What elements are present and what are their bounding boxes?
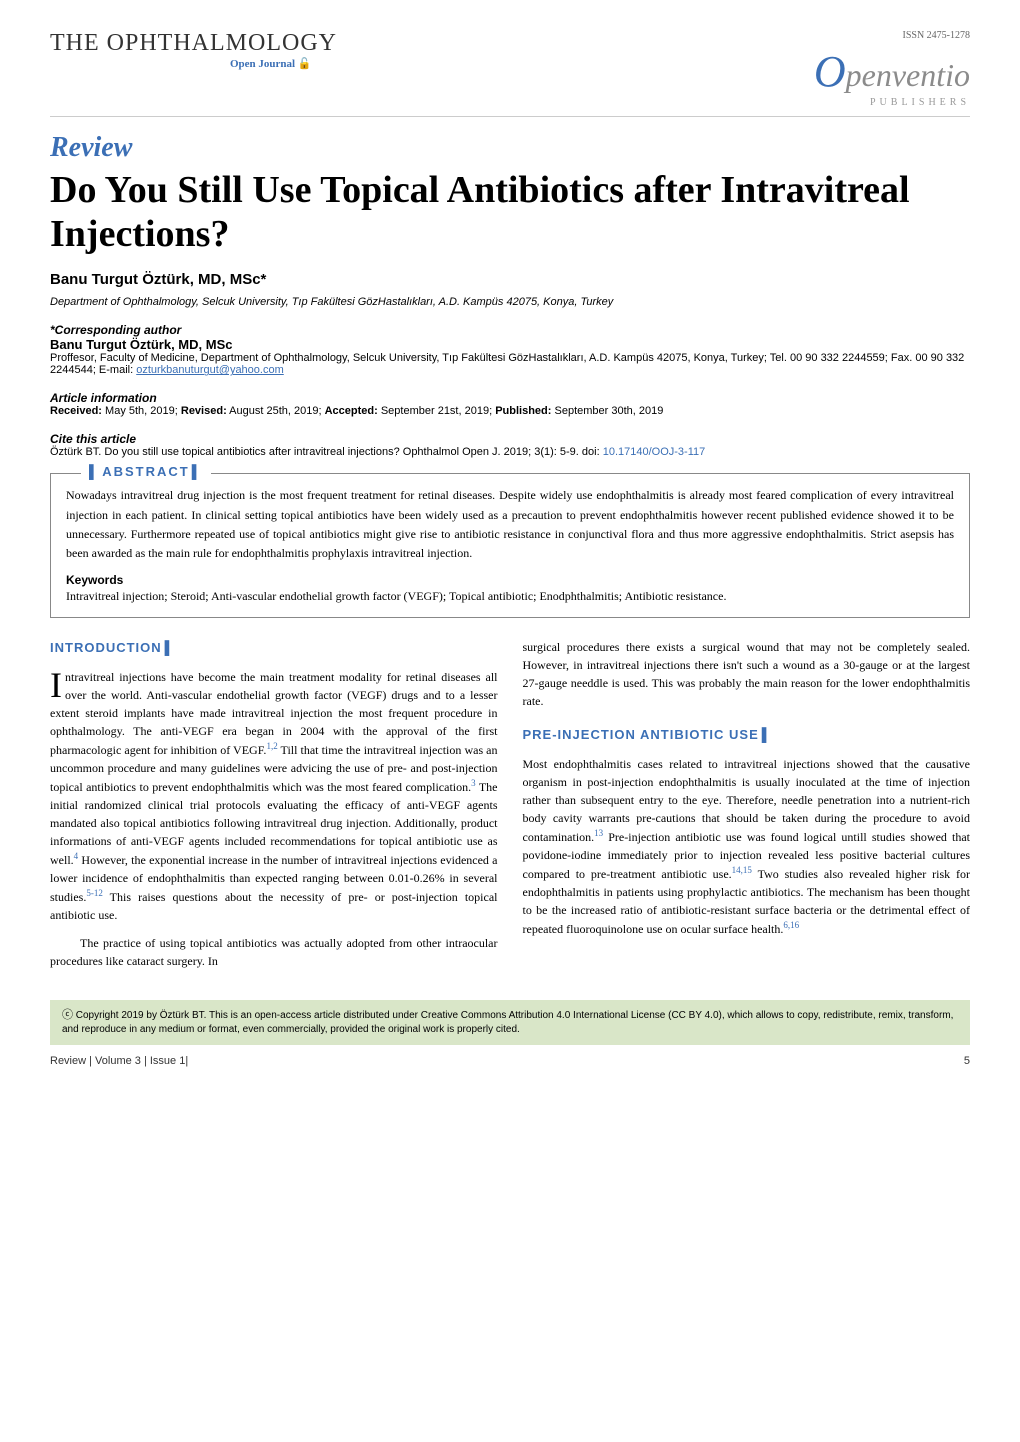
journal-title: THE OPHTHALMOLOGY <box>50 30 814 57</box>
ref-1-2[interactable]: 1,2 <box>266 741 277 751</box>
right-column: surgical procedures there exists a surgi… <box>523 638 971 980</box>
ref-13[interactable]: 13 <box>594 828 603 838</box>
ref-5-12[interactable]: 5-12 <box>86 888 103 898</box>
intro-paragraph-1: Intravitreal injections have become the … <box>50 668 498 924</box>
left-column: INTRODUCTION Intravitreal injections hav… <box>50 638 498 980</box>
doi-link[interactable]: 10.17140/OOJ-3-117 <box>603 446 706 458</box>
page-number: 5 <box>964 1055 970 1067</box>
footer-left: Review | Volume 3 | Issue 1| <box>50 1055 188 1067</box>
article-info-header: Article information <box>50 391 970 405</box>
copyright-symbol: ⓒ <box>62 1009 73 1021</box>
issn-label: ISSN 2475-1278 <box>814 30 970 41</box>
corresponding-email[interactable]: ozturkbanuturgut@yahoo.com <box>136 364 284 376</box>
page-footer: Review | Volume 3 | Issue 1| 5 <box>50 1055 970 1067</box>
keywords-text: Intravitreal injection; Steroid; Anti-va… <box>66 587 954 605</box>
page-header: THE OPHTHALMOLOGY Open Journal 🔓 ISSN 24… <box>50 30 970 117</box>
copyright-box: ⓒ Copyright 2019 by Öztürk BT. This is a… <box>50 1000 970 1045</box>
publisher-logo: Openventio <box>814 46 970 97</box>
abstract-label: ABSTRACT <box>81 464 211 479</box>
journal-title-block: THE OPHTHALMOLOGY Open Journal 🔓 <box>50 30 814 70</box>
lock-icon: 🔓 <box>298 58 312 70</box>
author-name: Banu Turgut Öztürk, MD, MSc* <box>50 271 970 288</box>
header-right: ISSN 2475-1278 Openventio PUBLISHERS <box>814 30 970 108</box>
cite-text: Öztürk BT. Do you still use topical anti… <box>50 446 970 458</box>
article-title: Do You Still Use Topical Antibiotics aft… <box>50 169 970 256</box>
body-columns: INTRODUCTION Intravitreal injections hav… <box>50 638 970 980</box>
col2-paragraph-1: surgical procedures there exists a surgi… <box>523 638 971 710</box>
abstract-text: Nowadays intravitreal drug injection is … <box>66 486 954 563</box>
author-affiliation: Department of Ophthalmology, Selcuk Univ… <box>50 296 970 308</box>
dropcap: I <box>50 671 62 699</box>
ref-6-16[interactable]: 6,16 <box>783 920 799 930</box>
publisher-cap: O <box>814 47 846 96</box>
publisher-subtitle: PUBLISHERS <box>814 97 970 108</box>
corresponding-name: Banu Turgut Öztürk, MD, MSc <box>50 337 970 352</box>
corresponding-header: *Corresponding author <box>50 323 970 337</box>
intro-paragraph-2: The practice of using topical antibiotic… <box>50 934 498 970</box>
preinjection-header: PRE-INJECTION ANTIBIOTIC USE <box>523 725 971 745</box>
abstract-box: ABSTRACT Nowadays intravitreal drug inje… <box>50 473 970 618</box>
open-journal-label: Open Journal 🔓 <box>230 57 814 70</box>
keywords-header: Keywords <box>66 573 954 587</box>
introduction-header: INTRODUCTION <box>50 638 498 658</box>
article-type: Review <box>50 132 970 164</box>
article-dates: Received: May 5th, 2019; Revised: August… <box>50 405 970 417</box>
ref-14-15[interactable]: 14,15 <box>732 865 752 875</box>
preinjection-paragraph: Most endophthalmitis cases related to in… <box>523 755 971 938</box>
corresponding-details: Proffesor, Faculty of Medicine, Departme… <box>50 352 970 376</box>
cite-header: Cite this article <box>50 432 970 446</box>
